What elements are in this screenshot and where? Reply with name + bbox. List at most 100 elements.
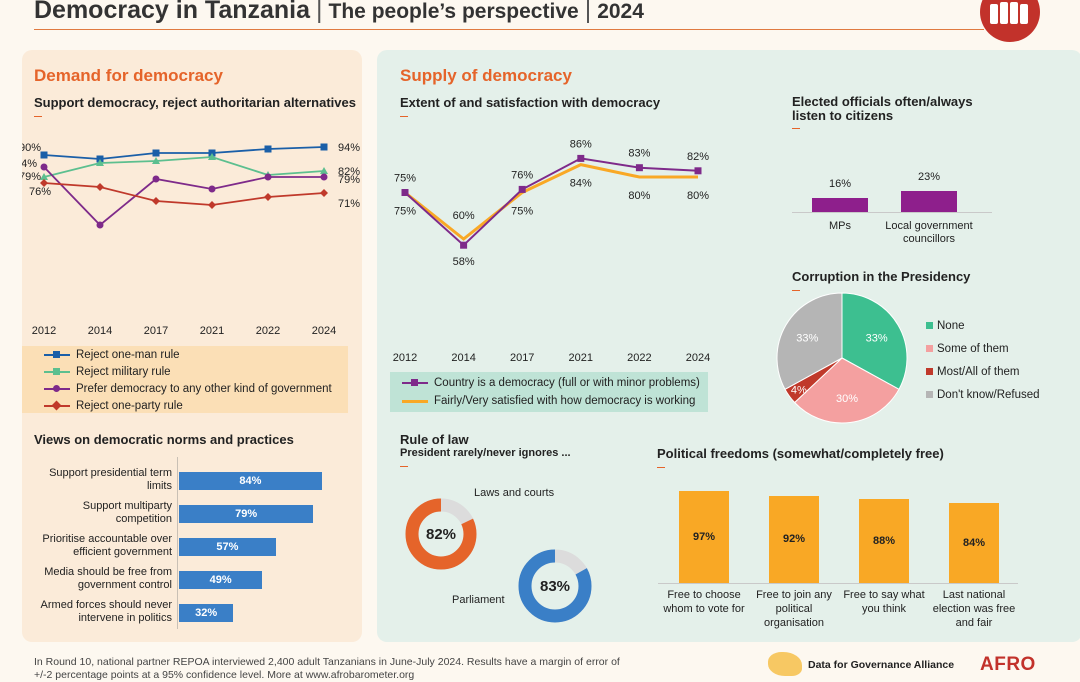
data-label: 84% <box>570 178 592 190</box>
freedom-bar: 84% <box>949 503 999 583</box>
legend-label: Don't know/Refused <box>937 388 1040 401</box>
legend-line <box>402 400 428 403</box>
corruption-pie-chart: 33% 30% 4% 33% <box>776 292 908 424</box>
category-line: Free to choose <box>667 589 741 601</box>
demand-chart-title: Support democracy, reject authoritarian … <box>34 95 356 110</box>
norms-category-line: Armed forces should never <box>40 599 172 611</box>
legend-swatch <box>926 391 933 398</box>
legend-label: Country is a democracy (full or with min… <box>434 377 700 389</box>
legend-marker <box>53 367 60 375</box>
x-tick-label: 2022 <box>256 325 280 337</box>
norms-category-line: Prioritise accountable over <box>42 533 172 545</box>
norms-category-line: Support presidential term <box>49 467 172 479</box>
legend-item: Country is a democracy (full or with min… <box>402 374 700 392</box>
data-point <box>152 197 160 205</box>
data-point <box>40 163 48 171</box>
data-label: 75% <box>394 173 416 185</box>
data-label: 80% <box>687 190 709 202</box>
data-point <box>152 149 160 157</box>
data-label: 94% <box>338 142 360 154</box>
data-label: 82% <box>687 151 709 163</box>
slice-label: 33% <box>796 332 818 344</box>
data-point <box>40 173 48 180</box>
donut-value-label: 83% <box>540 578 570 595</box>
demand-line-chart: 20122014201720212022202490%94%79%82%84%7… <box>22 142 360 337</box>
legend-item: Don't know/Refused <box>926 383 1040 406</box>
norms-category-line: competition <box>115 513 172 525</box>
freedom-bar: 88% <box>859 499 909 583</box>
legend-marker <box>51 400 62 410</box>
category-line: Free to join any <box>756 589 832 601</box>
category-line: Last national <box>942 589 1006 601</box>
title-text: Democracy in Tanzania <box>34 0 311 24</box>
supply-line-chart: 2012 2014 2017 2021 2022 2024 75% 58% 76% 86% 83% 8… <box>393 138 710 364</box>
freedom-category-label: Free to say what you think <box>839 588 929 616</box>
supply-legend: Country is a democracy (full or with min… <box>390 372 708 412</box>
data-label: 76% <box>29 186 51 198</box>
data-point <box>96 159 104 166</box>
category-line: political <box>775 603 813 615</box>
category-line: election was free <box>932 603 1016 615</box>
series-line-1 <box>404 157 699 247</box>
supply-section-title: Supply of democracy <box>400 66 572 85</box>
partner-name: Data for Governance Alliance <box>808 659 955 671</box>
laws-courts-label: Laws and courts <box>474 487 555 499</box>
data-point <box>40 179 48 187</box>
pie-slice <box>841 292 908 390</box>
legend-swatch <box>926 368 933 375</box>
data-label: 76% <box>511 169 533 181</box>
data-label: 79% <box>338 174 360 186</box>
legend-item: Prefer democracy to any other kind of go… <box>44 380 332 397</box>
official-bar <box>901 191 957 212</box>
legend-item: Reject military rule <box>44 363 332 380</box>
data-point <box>320 167 328 174</box>
parliament-label: Parliament <box>452 594 505 606</box>
officials-bar-chart: 16% MPs 23% Local government councillors <box>780 160 1020 260</box>
series-line-4 <box>43 182 325 206</box>
data-point <box>635 164 643 172</box>
x-tick-label: 2022 <box>627 352 651 364</box>
norms-category-label: Prioritise accountable over efficient gov… <box>42 533 172 559</box>
x-tick-label: 2017 <box>510 352 534 364</box>
norms-category-label: Media should be free from government cont… <box>44 566 172 592</box>
legend-swatch <box>926 322 933 329</box>
data-label: 83% <box>628 148 650 160</box>
legend-label: Prefer democracy to any other kind of go… <box>76 382 332 395</box>
official-bar <box>812 197 868 212</box>
x-tick-label: 2024 <box>686 352 710 364</box>
norms-bar: 57% <box>179 538 276 556</box>
data-point <box>40 151 48 159</box>
donut-arc <box>405 498 477 570</box>
bar-value-label: 79% <box>235 508 258 520</box>
bar-value-label: 92% <box>782 533 806 546</box>
donut-arc <box>518 549 592 623</box>
series-line-2 <box>43 156 325 178</box>
freedom-bar: 97% <box>679 490 729 583</box>
bar-value-label: 88% <box>872 535 896 548</box>
freedom-category-label: Free to join any political organisation <box>749 588 839 630</box>
legend-marker <box>411 379 418 386</box>
series-line-3 <box>43 166 324 227</box>
x-tick-label: 2021 <box>200 325 224 337</box>
norms-category-line: efficient government <box>73 546 172 558</box>
footer-note: In Round 10, national partner REPOA inte… <box>34 656 620 682</box>
norms-bar: 49% <box>179 571 263 589</box>
norms-chart: Support presidential term limits 84% Suppor… <box>22 455 348 632</box>
year-separator: | <box>584 0 592 24</box>
data-label: 84% <box>22 158 37 170</box>
rule-of-law-donuts: 82% 83% <box>405 498 592 623</box>
corruption-chart-title: Corruption in the Presidency <box>792 269 971 284</box>
title-dash <box>792 290 800 291</box>
slice-label: 4% <box>791 384 807 396</box>
pie-slice <box>793 357 900 424</box>
legend-item: Most/All of them <box>926 360 1040 383</box>
norms-chart-title: Views on democratic norms and practices <box>34 432 294 447</box>
title-dash <box>792 128 800 129</box>
data-point <box>320 173 328 181</box>
data-point <box>460 241 468 249</box>
supply-chart-title: Extent of and satisfaction with democrac… <box>400 95 661 110</box>
legend-item: Reject one-man rule <box>44 346 332 363</box>
norms-category-label: Support multiparty competition <box>83 500 172 526</box>
data-label: 75% <box>511 206 533 218</box>
series-line-1 <box>43 146 325 160</box>
